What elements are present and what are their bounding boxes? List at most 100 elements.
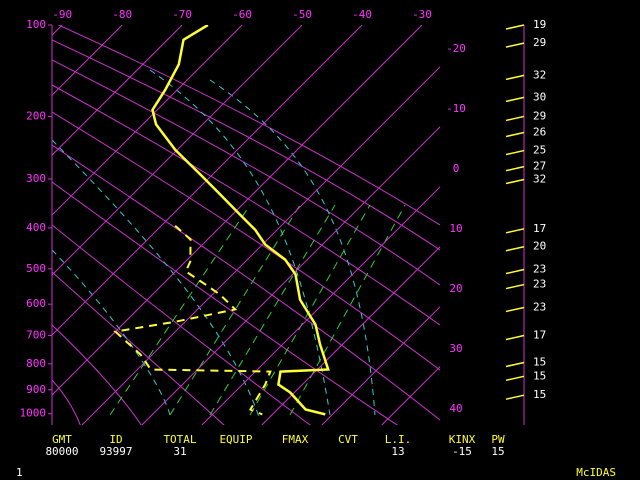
wind-speed-label: 17 xyxy=(533,222,546,235)
wind-barb xyxy=(505,228,525,234)
index-value: 15 xyxy=(491,445,504,458)
wind-speed-label: 19 xyxy=(533,18,546,31)
dewpoint-line xyxy=(113,224,272,416)
wind-speed-label: 30 xyxy=(533,90,546,103)
wind-speed-label: 23 xyxy=(533,300,546,313)
wind-barb xyxy=(505,149,525,156)
wind-barb xyxy=(505,245,525,252)
y-tick-label: 100 xyxy=(26,18,46,31)
wind-barb xyxy=(505,283,525,290)
index-label: FMAX xyxy=(282,433,309,446)
grid xyxy=(52,25,440,425)
index-label: CVT xyxy=(338,433,358,446)
index-value: 80000 xyxy=(45,445,78,458)
wind-speed-label: 32 xyxy=(533,173,546,186)
index-label: ID xyxy=(109,433,122,446)
dry-adiabat xyxy=(52,111,440,371)
isotherm xyxy=(201,186,440,425)
wind-speed-label: 29 xyxy=(533,36,546,49)
index-value: -15 xyxy=(452,445,472,458)
x-tick-label: -60 xyxy=(232,8,252,21)
moist-adiabat xyxy=(52,139,261,421)
y-tick-label: 500 xyxy=(26,262,46,275)
wind-speed-label: 17 xyxy=(533,329,546,342)
isotherm xyxy=(52,25,363,336)
isotherm xyxy=(52,25,243,216)
index-value: 13 xyxy=(391,445,404,458)
dry-adiabat xyxy=(52,224,311,425)
moist-adiabats xyxy=(52,69,376,421)
mixing-line xyxy=(109,204,251,416)
y-tick-label: 400 xyxy=(26,221,46,234)
wind-barb xyxy=(505,306,525,313)
wind-speed-label: 29 xyxy=(533,109,546,122)
isotherm xyxy=(52,25,123,96)
x-tick-label: -50 xyxy=(292,8,312,21)
index-label: EQUIP xyxy=(219,433,252,446)
index-label: TOTAL xyxy=(163,433,196,446)
y-tick-label: 1000 xyxy=(20,407,47,420)
x-tick-label: -70 xyxy=(172,8,192,21)
wind-barb xyxy=(505,361,525,368)
isotherm xyxy=(52,25,303,276)
wind-speed-label: 23 xyxy=(533,263,546,276)
isotherm xyxy=(52,25,183,156)
y-tick-label: 800 xyxy=(26,357,46,370)
wind-barb xyxy=(505,268,525,275)
index-label: KINX xyxy=(449,433,476,446)
wind-barb xyxy=(505,74,525,81)
wind-barb xyxy=(505,394,525,400)
isotherm xyxy=(321,306,440,425)
page-number: 1 xyxy=(16,466,23,479)
isotherm xyxy=(81,66,440,425)
x-tick-label: -40 xyxy=(352,8,372,21)
brand: McIDAS xyxy=(576,466,616,479)
wind-speed-label: 32 xyxy=(533,68,546,81)
mixing-line xyxy=(209,204,336,416)
wind-speed-label: 26 xyxy=(533,126,546,139)
index-label: PW xyxy=(491,433,505,446)
wind-barb xyxy=(505,178,525,185)
index-label: GMT xyxy=(52,433,72,446)
dry-adiabat xyxy=(52,144,440,421)
y-tick-label: 300 xyxy=(26,172,46,185)
dry-adiabat xyxy=(52,59,440,286)
dry-adiabat xyxy=(57,25,440,226)
wind-barb xyxy=(505,42,525,48)
dry-adiabat xyxy=(52,324,142,425)
moist-adiabat xyxy=(52,249,171,416)
wind-barb xyxy=(505,375,525,382)
dry-adiabat xyxy=(52,379,81,425)
index-value: 31 xyxy=(173,445,186,458)
mixing-line xyxy=(289,204,406,416)
dry-adiabat xyxy=(52,181,399,425)
wind-barb xyxy=(505,334,525,341)
isotherm xyxy=(52,25,423,396)
wind-speed-label: 15 xyxy=(533,369,546,382)
y-tick-label: 900 xyxy=(26,383,46,396)
x-tick-label: -90 xyxy=(52,8,72,21)
x-tick-label: -80 xyxy=(112,8,132,21)
temperature-line xyxy=(151,25,330,416)
x-tick-label: -10 xyxy=(446,102,466,115)
wind-speed-label: 15 xyxy=(533,388,546,401)
isotherm xyxy=(141,126,440,425)
y-tick-label: 600 xyxy=(26,297,46,310)
wind-barb xyxy=(505,96,525,103)
wind-speed-label: 15 xyxy=(533,356,546,369)
dry-adiabat xyxy=(52,271,225,425)
wind-speed-label: 23 xyxy=(533,278,546,291)
x-tick-label: 40 xyxy=(449,402,462,415)
mixing-line xyxy=(249,204,371,416)
index-label: L.I. xyxy=(385,433,412,446)
x-tick-label: -30 xyxy=(412,8,432,21)
wind-speed-label: 25 xyxy=(533,144,546,157)
x-tick-label: 10 xyxy=(449,222,462,235)
x-tick-label: 30 xyxy=(449,342,462,355)
wind-speed-label: 27 xyxy=(533,160,546,173)
isotherm xyxy=(261,246,440,425)
wind-barb xyxy=(505,115,525,122)
wind-barb xyxy=(505,131,525,138)
